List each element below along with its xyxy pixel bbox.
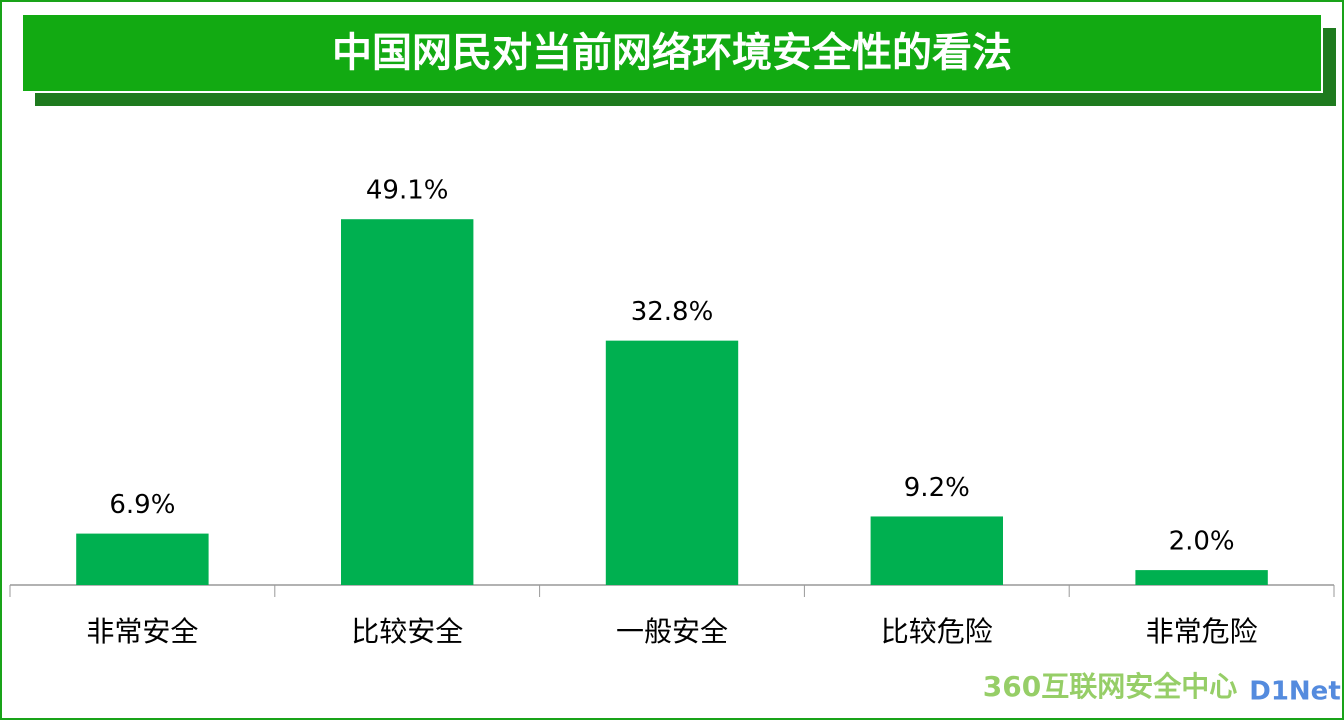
value-label: 6.9% — [109, 490, 175, 520]
x-tick-label: 一般安全 — [616, 615, 728, 648]
watermark: D1Net — [1249, 677, 1341, 707]
x-tick-label: 非常安全 — [86, 615, 198, 648]
value-label: 32.8% — [631, 297, 714, 327]
bar — [341, 219, 474, 585]
chart-title: 中国网民对当前网络环境安全性的看法 — [332, 30, 1012, 76]
bar — [76, 533, 209, 585]
logo-text: 360互联网安全中心 — [983, 670, 1237, 703]
value-label: 9.2% — [904, 473, 970, 503]
bar — [605, 340, 739, 585]
value-label: 49.1% — [366, 176, 449, 206]
bar — [870, 516, 1003, 585]
x-tick-label: 比较危险 — [881, 615, 993, 648]
bar — [1135, 570, 1268, 585]
x-tick-label: 非常危险 — [1146, 615, 1258, 648]
x-tick-label: 比较安全 — [351, 615, 463, 648]
title-banner — [21, 13, 1323, 93]
value-label: 2.0% — [1169, 527, 1235, 557]
